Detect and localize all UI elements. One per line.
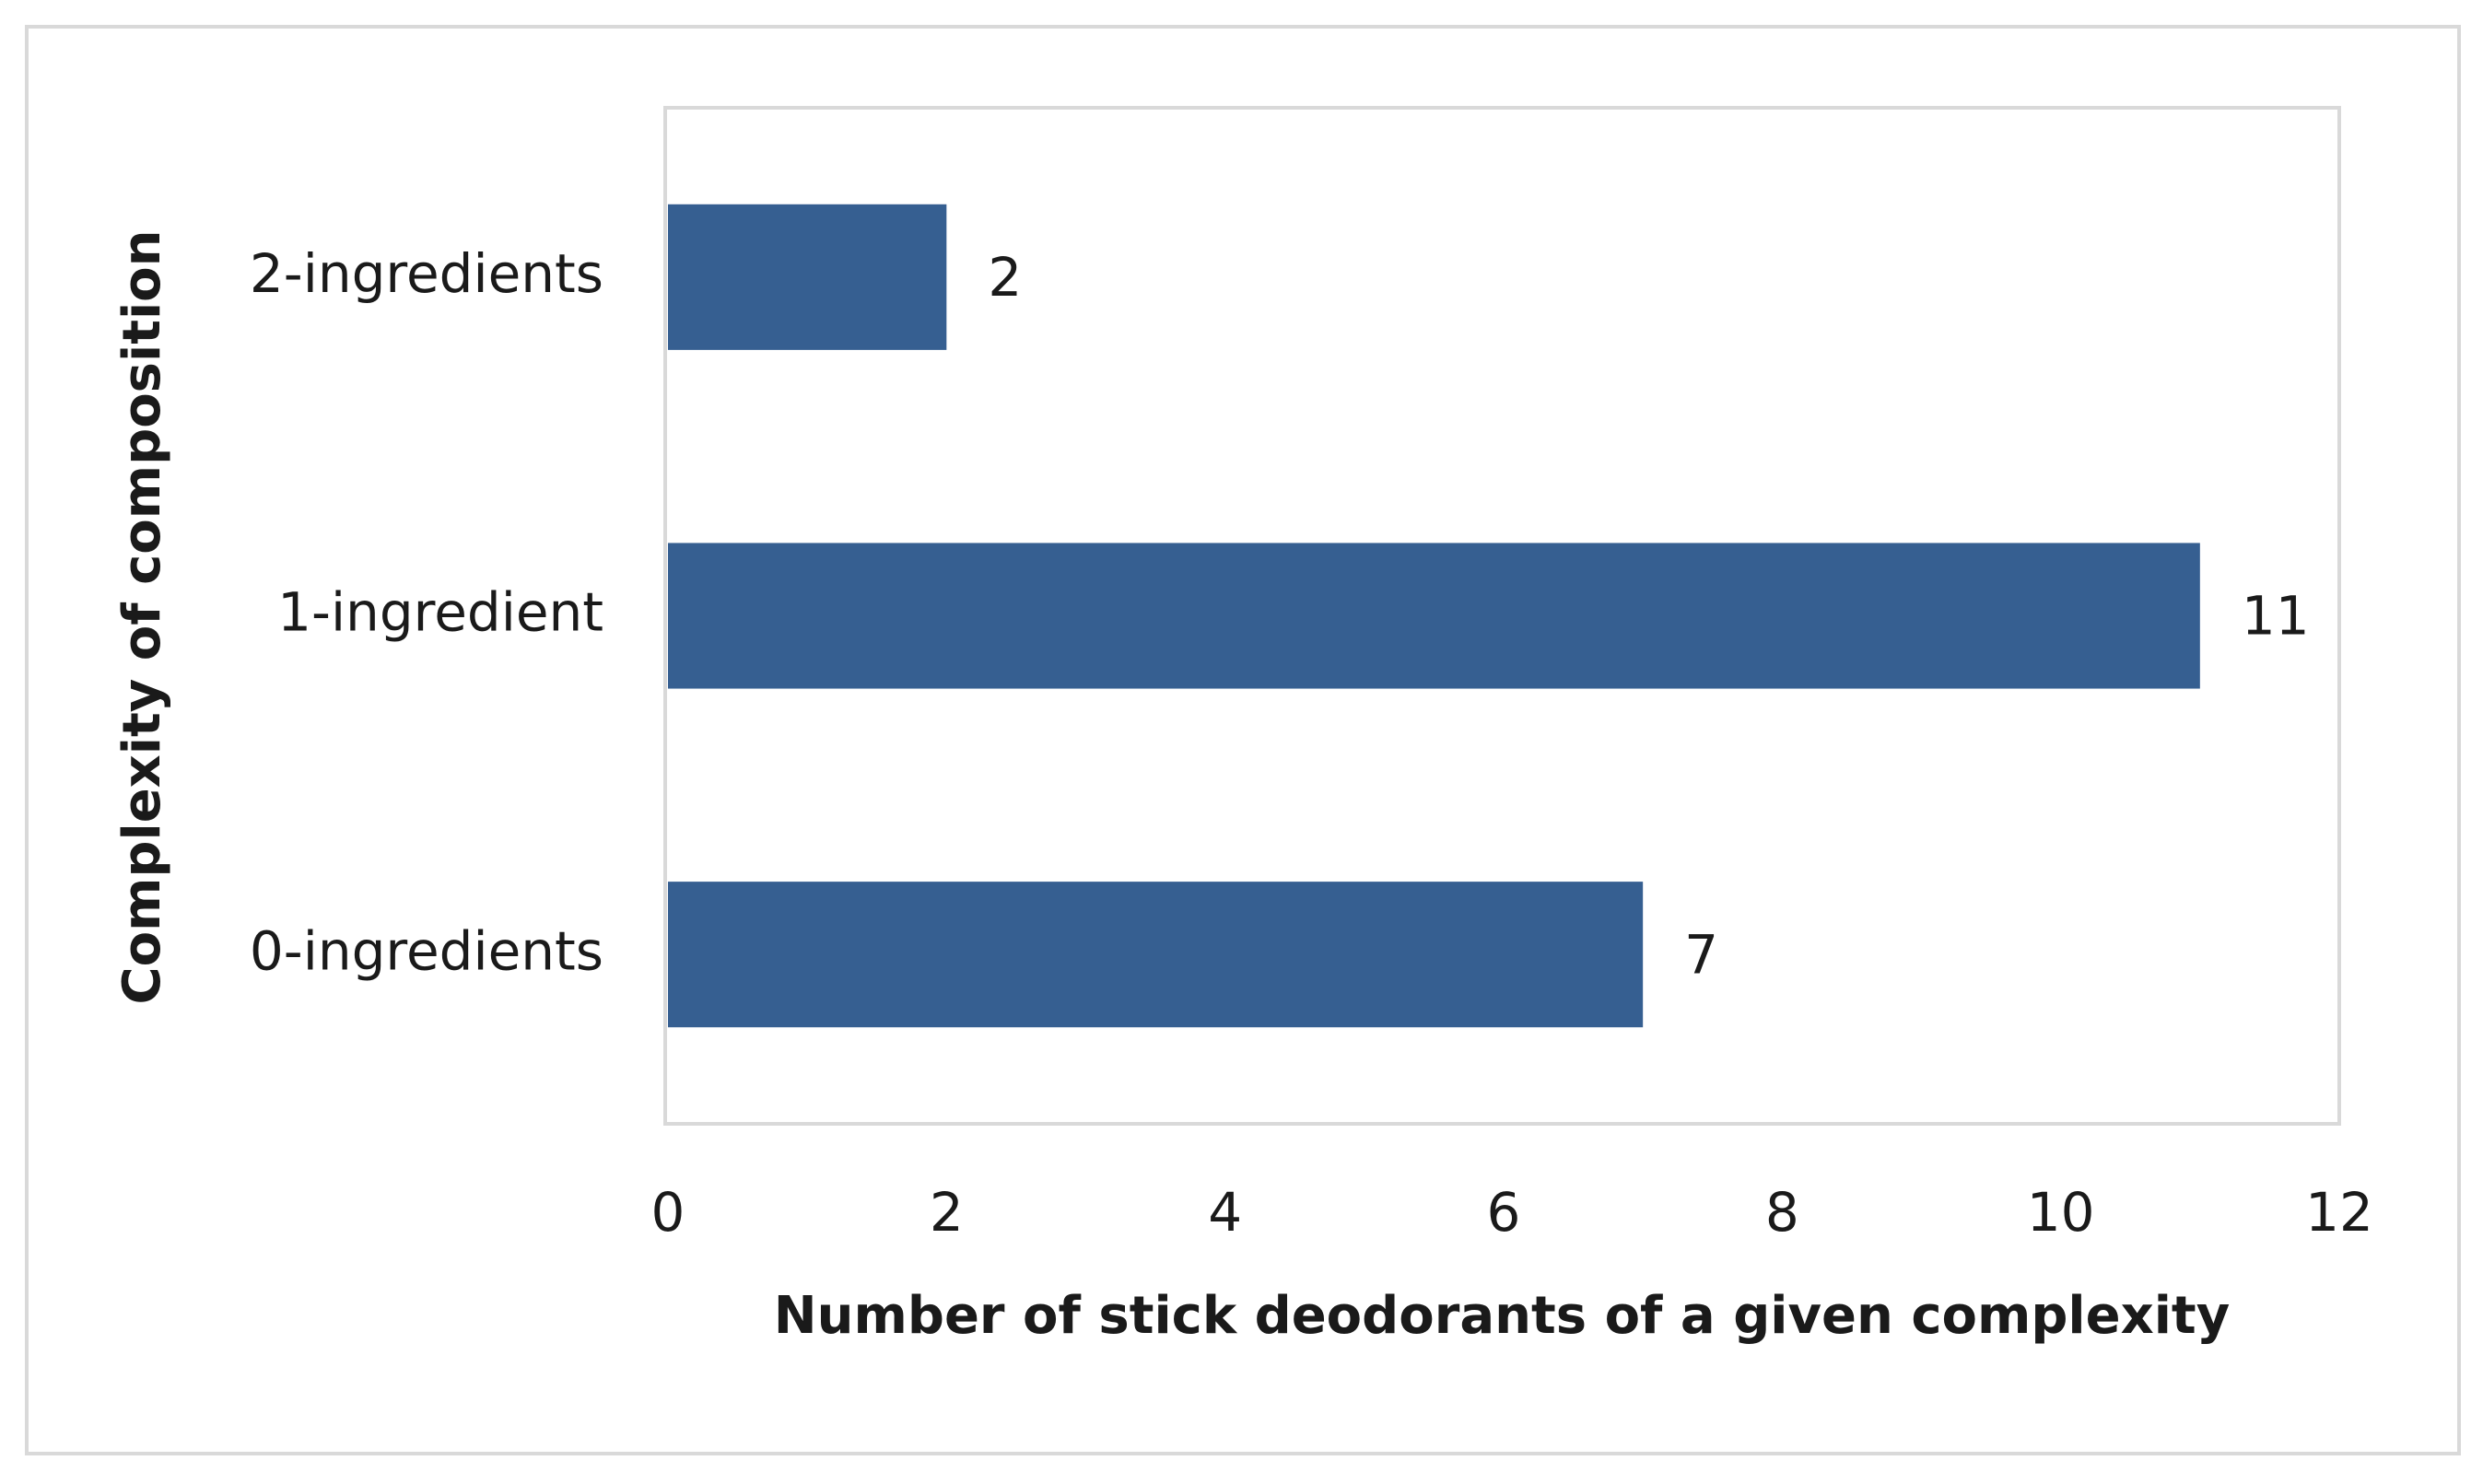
x-tick-label: 6 (1487, 1181, 1521, 1244)
chart-border (25, 25, 2461, 1455)
x-tick-label: 12 (2305, 1181, 2373, 1244)
x-tick-label: 0 (651, 1181, 685, 1244)
value-label: 11 (2242, 585, 2310, 648)
value-label: 2 (988, 246, 1022, 309)
bar (668, 882, 1644, 1028)
bar (668, 543, 2200, 689)
bar (668, 204, 947, 350)
y-tick-label: 2-ingredients (250, 242, 603, 305)
x-axis-title: Number of stick deodorants of a given co… (774, 1286, 2230, 1346)
x-tick-label: 2 (930, 1181, 964, 1244)
x-tick-label: 4 (1208, 1181, 1242, 1244)
plot-border (663, 106, 2341, 1126)
x-tick-label: 10 (2027, 1181, 2095, 1244)
x-tick-label: 8 (1765, 1181, 1799, 1244)
y-axis-title: Complexity of composition (112, 229, 172, 1004)
value-label: 7 (1684, 923, 1718, 986)
y-tick-label: 1-ingredient (277, 581, 603, 644)
y-tick-label: 0-ingredients (250, 919, 603, 982)
